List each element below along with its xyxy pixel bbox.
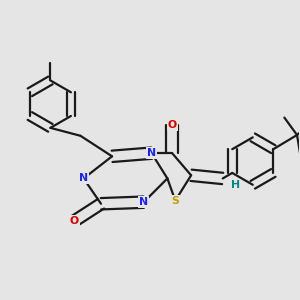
Text: O: O: [70, 216, 79, 226]
Text: O: O: [168, 120, 177, 130]
Text: N: N: [79, 173, 88, 184]
Text: S: S: [171, 196, 179, 206]
Text: N: N: [139, 197, 148, 207]
Text: H: H: [231, 180, 240, 190]
Text: N: N: [147, 148, 156, 158]
